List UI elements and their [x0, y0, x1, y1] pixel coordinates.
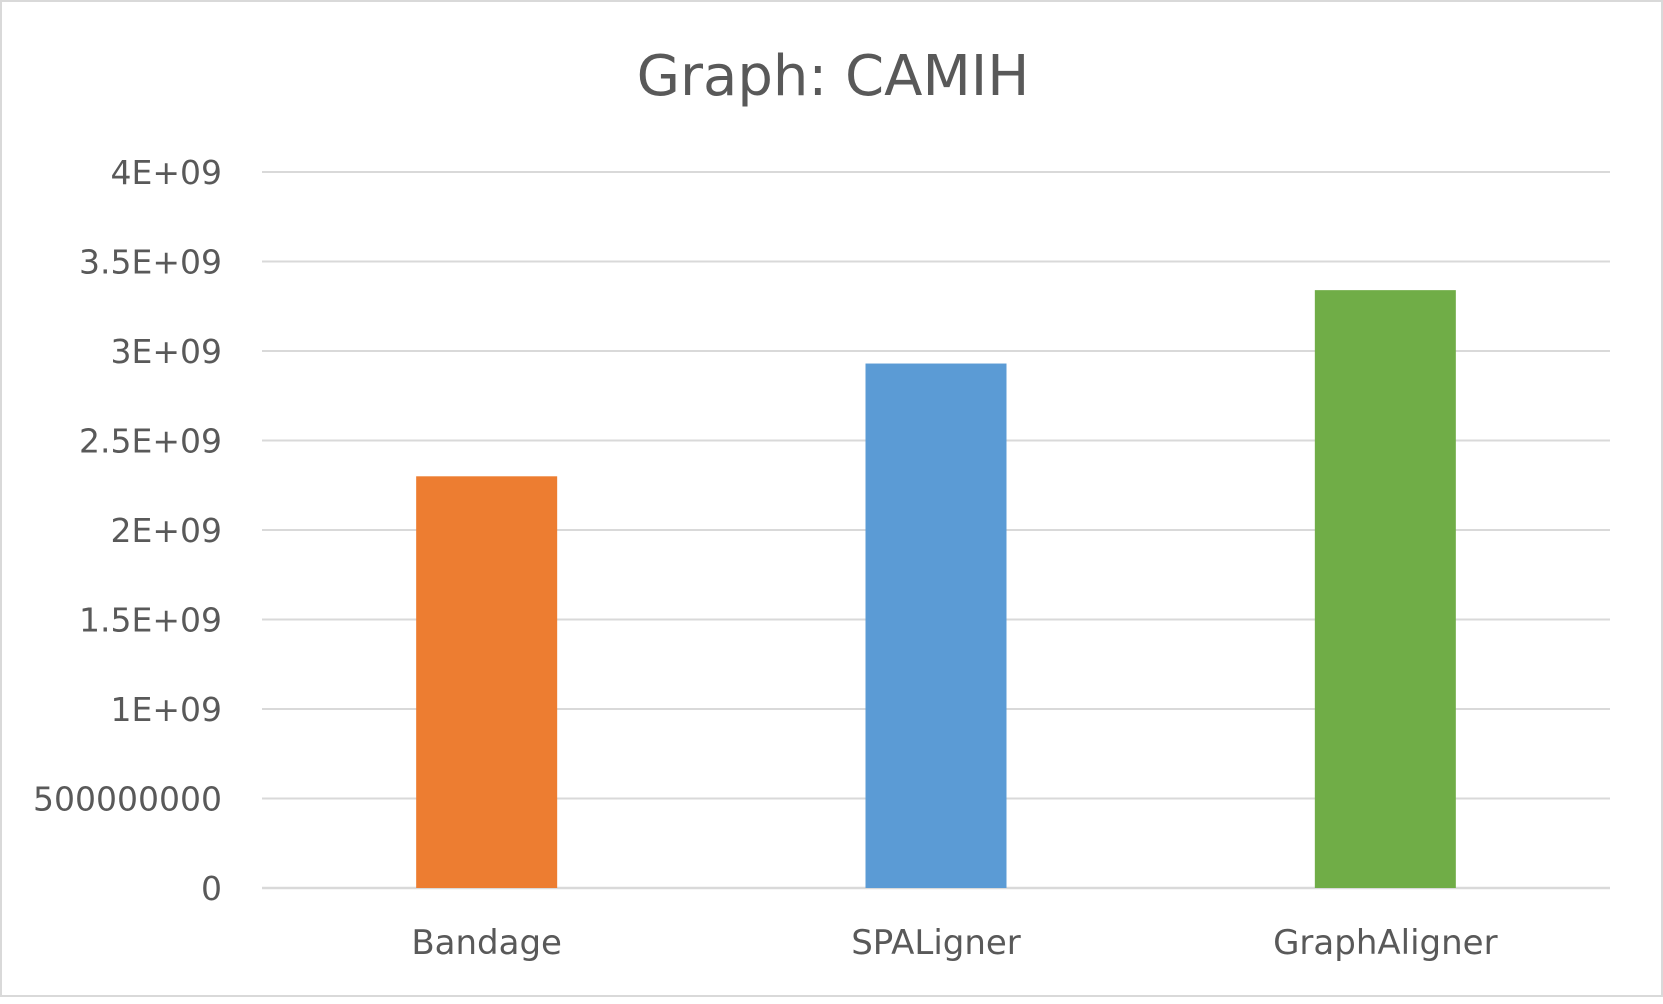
y-tick-label: 1.5E+09: [79, 601, 222, 640]
y-axis-tick-labels: 0 500000000 1E+09 1.5E+09 2E+09 2.5E+09 3E+09 3…: [33, 153, 222, 908]
bar-spaligner: [865, 363, 1007, 888]
x-tick-label: SPALigner: [851, 923, 1021, 963]
bars: [416, 290, 1456, 888]
y-tick-label: 2E+09: [111, 511, 223, 550]
bar-graphaligner: [1314, 290, 1456, 888]
y-tick-label: 500000000: [33, 780, 222, 819]
y-tick-label: 4E+09: [111, 153, 223, 192]
x-axis-tick-labels: Bandage SPALigner GraphAligner: [411, 923, 1497, 963]
y-tick-label: 3E+09: [111, 332, 223, 371]
y-tick-label: 0: [201, 869, 222, 908]
x-tick-label: Bandage: [411, 923, 562, 963]
y-tick-label: 3.5E+09: [79, 243, 222, 282]
y-tick-label: 2.5E+09: [79, 422, 222, 461]
bar-bandage: [416, 476, 558, 888]
x-tick-label: GraphAligner: [1273, 923, 1497, 963]
y-tick-label: 1E+09: [111, 690, 223, 729]
chart-title: Graph: CAMIH: [637, 44, 1030, 109]
